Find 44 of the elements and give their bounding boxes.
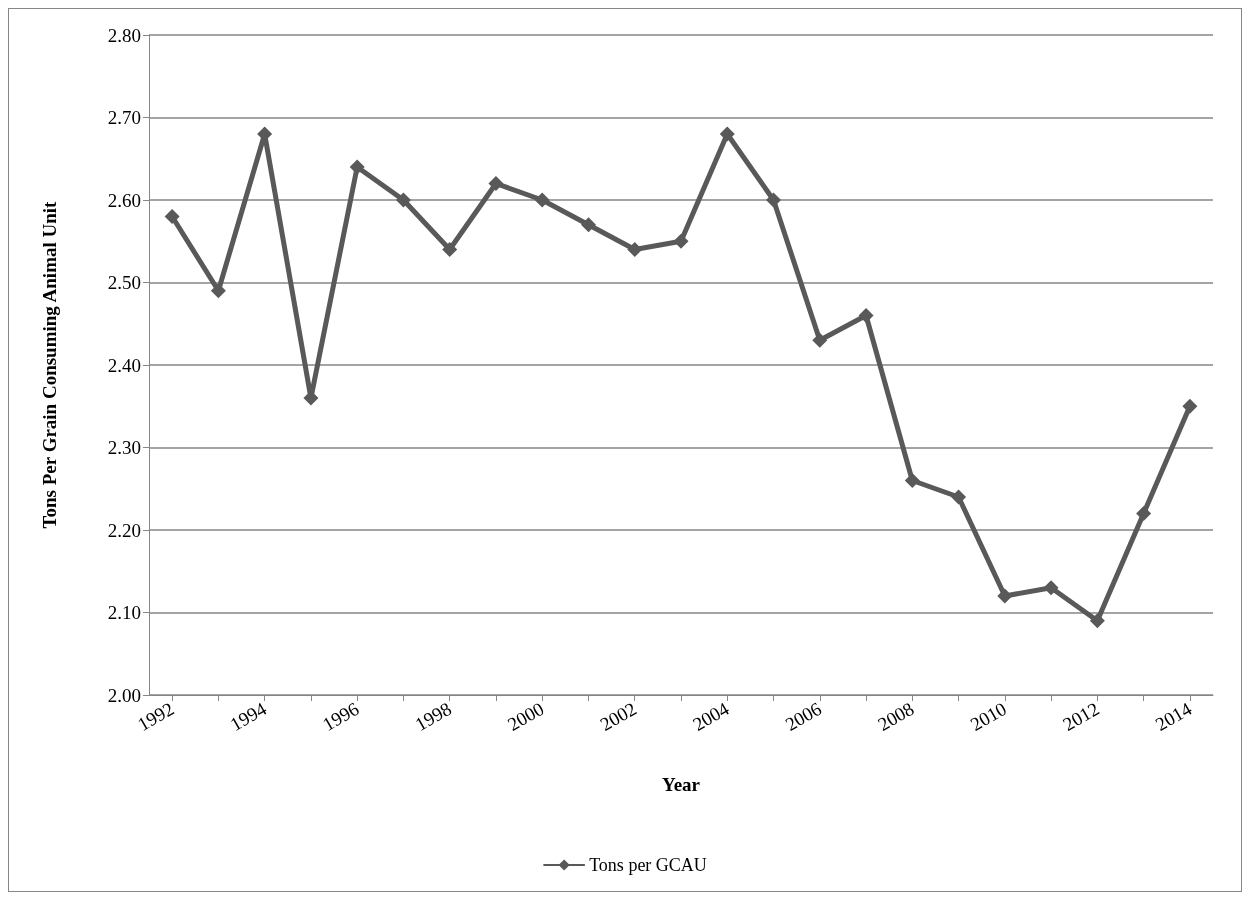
- point: [1136, 506, 1152, 521]
- x-tick-label: 2008: [874, 697, 918, 736]
- point: [534, 192, 550, 208]
- y-tick-label: 2.10: [107, 602, 141, 623]
- point: [673, 233, 689, 249]
- y-tick-label: 2.80: [107, 24, 141, 46]
- point: [997, 588, 1013, 604]
- y-tick-label: 2.00: [107, 684, 141, 706]
- x-tick-label: 2002: [596, 697, 640, 736]
- x-tick-label: 2006: [781, 697, 826, 736]
- point: [719, 126, 735, 142]
- y-tick-label: 2.30: [107, 437, 141, 458]
- point: [1182, 398, 1198, 414]
- y-tick-label: 2.50: [107, 272, 141, 293]
- x-axis-title: Year: [662, 774, 701, 795]
- x-tick-label: 1996: [319, 697, 363, 736]
- x-tick-label: 2000: [504, 697, 548, 736]
- point: [210, 283, 226, 299]
- point: [951, 489, 967, 505]
- point: [580, 217, 596, 233]
- y-tick-label: 2.20: [107, 519, 141, 541]
- x-tick-label: 2012: [1059, 697, 1103, 736]
- point: [627, 242, 643, 257]
- y-tick-label: 2.70: [107, 107, 141, 128]
- point: [812, 332, 828, 348]
- point: [1043, 580, 1059, 596]
- point: [858, 308, 874, 323]
- x-tick-label: 2010: [966, 697, 1011, 736]
- y-axis-title: Tons Per Grain Consuming Animal Unit: [39, 200, 60, 529]
- x-tick-label: 2004: [689, 697, 733, 736]
- point: [1089, 613, 1105, 629]
- point: [488, 176, 504, 191]
- x-tick-label: 2014: [1151, 697, 1196, 736]
- point: [904, 473, 920, 488]
- point: [766, 192, 782, 208]
- point: [349, 159, 365, 175]
- y-tick-label: 2.40: [107, 354, 141, 376]
- x-tick-label: 1994: [226, 697, 271, 736]
- legend-label: Tons per GCAU: [589, 855, 707, 875]
- x-tick-label: 1998: [411, 697, 455, 736]
- point: [442, 242, 458, 257]
- point: [164, 209, 180, 224]
- point: [395, 192, 411, 208]
- y-tick-label: 2.60: [107, 189, 141, 211]
